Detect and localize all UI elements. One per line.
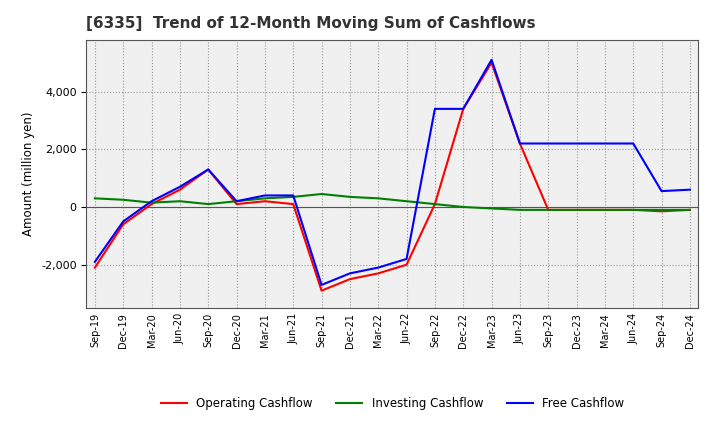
Free Cashflow — [487, 57, 496, 62]
Investing Cashflow — [261, 196, 269, 201]
Operating Cashflow — [318, 288, 326, 293]
Investing Cashflow — [572, 207, 581, 213]
Operating Cashflow — [629, 207, 637, 213]
Free Cashflow — [459, 106, 467, 111]
Investing Cashflow — [544, 207, 552, 213]
Operating Cashflow — [516, 141, 524, 146]
Free Cashflow — [318, 282, 326, 288]
Investing Cashflow — [459, 204, 467, 209]
Investing Cashflow — [233, 198, 241, 204]
Free Cashflow — [685, 187, 694, 192]
Operating Cashflow — [572, 207, 581, 213]
Operating Cashflow — [600, 207, 609, 213]
Investing Cashflow — [402, 198, 411, 204]
Text: [6335]  Trend of 12-Month Moving Sum of Cashflows: [6335] Trend of 12-Month Moving Sum of C… — [86, 16, 536, 32]
Investing Cashflow — [91, 196, 99, 201]
Operating Cashflow — [119, 222, 127, 227]
Free Cashflow — [346, 271, 354, 276]
Free Cashflow — [289, 193, 297, 198]
Investing Cashflow — [685, 207, 694, 213]
Investing Cashflow — [487, 206, 496, 211]
Investing Cashflow — [600, 207, 609, 213]
Free Cashflow — [516, 141, 524, 146]
Free Cashflow — [119, 219, 127, 224]
Investing Cashflow — [516, 207, 524, 213]
Free Cashflow — [629, 141, 637, 146]
Free Cashflow — [261, 193, 269, 198]
Free Cashflow — [374, 265, 382, 270]
Operating Cashflow — [233, 202, 241, 207]
Free Cashflow — [176, 184, 184, 190]
Investing Cashflow — [629, 207, 637, 213]
Investing Cashflow — [204, 202, 212, 207]
Y-axis label: Amount (million yen): Amount (million yen) — [22, 112, 35, 236]
Operating Cashflow — [91, 265, 99, 270]
Investing Cashflow — [374, 196, 382, 201]
Line: Investing Cashflow: Investing Cashflow — [95, 194, 690, 210]
Free Cashflow — [91, 259, 99, 264]
Operating Cashflow — [685, 207, 694, 213]
Free Cashflow — [544, 141, 552, 146]
Free Cashflow — [402, 256, 411, 261]
Line: Operating Cashflow: Operating Cashflow — [95, 62, 690, 291]
Operating Cashflow — [176, 187, 184, 192]
Free Cashflow — [148, 198, 156, 204]
Operating Cashflow — [346, 276, 354, 282]
Operating Cashflow — [544, 207, 552, 213]
Free Cashflow — [204, 167, 212, 172]
Operating Cashflow — [657, 209, 666, 214]
Operating Cashflow — [204, 167, 212, 172]
Investing Cashflow — [119, 197, 127, 202]
Free Cashflow — [600, 141, 609, 146]
Investing Cashflow — [657, 207, 666, 213]
Legend: Operating Cashflow, Investing Cashflow, Free Cashflow: Operating Cashflow, Investing Cashflow, … — [156, 392, 629, 415]
Investing Cashflow — [346, 194, 354, 199]
Investing Cashflow — [289, 194, 297, 199]
Operating Cashflow — [431, 202, 439, 207]
Operating Cashflow — [289, 202, 297, 207]
Operating Cashflow — [148, 202, 156, 207]
Investing Cashflow — [176, 198, 184, 204]
Free Cashflow — [572, 141, 581, 146]
Line: Free Cashflow: Free Cashflow — [95, 60, 690, 285]
Free Cashflow — [431, 106, 439, 111]
Free Cashflow — [657, 188, 666, 194]
Investing Cashflow — [431, 202, 439, 207]
Operating Cashflow — [261, 198, 269, 204]
Operating Cashflow — [374, 271, 382, 276]
Operating Cashflow — [402, 262, 411, 268]
Operating Cashflow — [459, 106, 467, 111]
Free Cashflow — [233, 198, 241, 204]
Investing Cashflow — [318, 191, 326, 197]
Investing Cashflow — [148, 200, 156, 205]
Operating Cashflow — [487, 60, 496, 65]
